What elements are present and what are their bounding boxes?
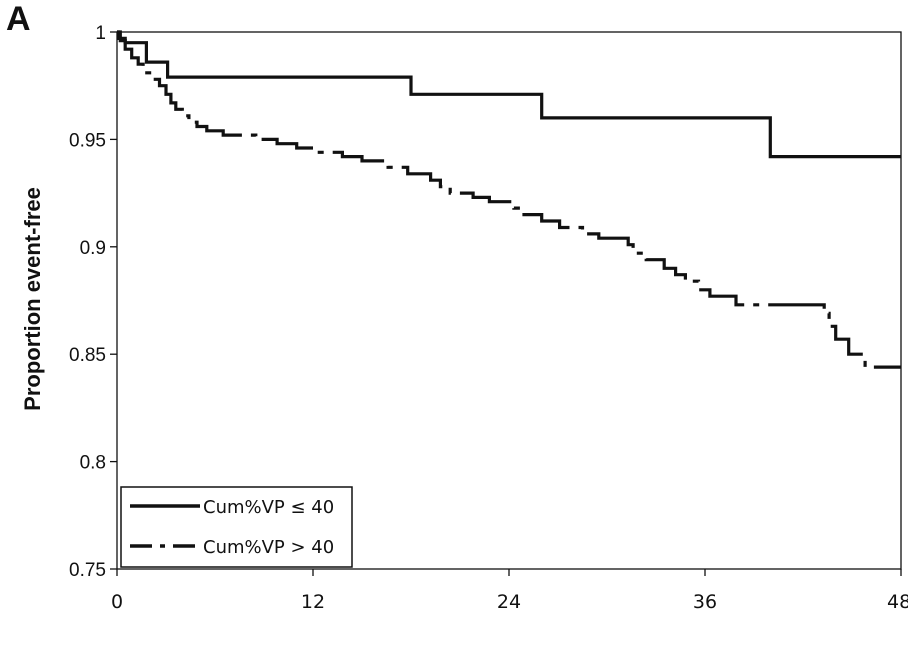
y-axis-label: Proportion event-free: [20, 187, 45, 411]
x-tick-label: 12: [301, 591, 325, 613]
legend-label-series-2: Cum%VP > 40: [203, 537, 334, 558]
y-axis-ticks: 0.75 0.8 0.85 0.9 0.95 1: [69, 23, 117, 581]
y-tick-label: 0.95: [69, 130, 106, 151]
series-line-1: [117, 30, 901, 159]
y-tick-label: 0.85: [69, 345, 106, 366]
series-layer: [117, 30, 901, 369]
legend-label-series-1: Cum%VP ≤ 40: [203, 497, 334, 518]
x-tick-label: 24: [497, 591, 521, 613]
legend: Cum%VP ≤ 40 Cum%VP > 40: [120, 486, 353, 568]
y-tick-label: 1: [95, 23, 106, 44]
y-tick-label: 0.9: [80, 238, 106, 259]
y-tick-label: 0.8: [80, 453, 106, 474]
x-tick-label: 0: [111, 591, 123, 613]
x-axis-ticks: 0 12 24 36 48: [111, 569, 908, 613]
x-tick-label: 48: [887, 591, 908, 613]
series-line-2: [117, 30, 901, 369]
x-tick-label: 36: [693, 591, 717, 613]
legend-box: [120, 486, 353, 568]
y-tick-label: 0.75: [69, 560, 106, 581]
panel-letter: A: [6, 0, 31, 38]
